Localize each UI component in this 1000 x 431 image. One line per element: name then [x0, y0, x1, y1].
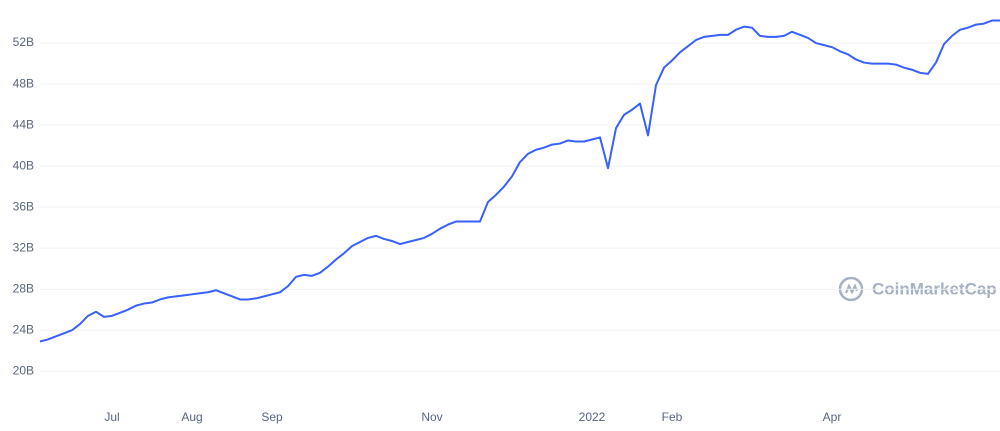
y-tick-label: 36B — [13, 199, 34, 213]
x-tick-label: Feb — [662, 410, 683, 424]
price-line — [39, 19, 1000, 343]
x-tick-label: Apr — [823, 410, 842, 424]
x-tick-label: Nov — [421, 410, 442, 424]
y-tick-label: 40B — [13, 158, 34, 172]
x-tick-label: Aug — [181, 410, 202, 424]
y-tick-label: 28B — [13, 281, 34, 295]
y-tick-label: 44B — [13, 117, 34, 131]
y-tick-label: 48B — [13, 76, 34, 90]
x-tick-label: 2022 — [579, 410, 606, 424]
y-tick-label: 52B — [13, 35, 34, 49]
y-tick-label: 24B — [13, 322, 34, 336]
y-tick-label: 32B — [13, 240, 34, 254]
x-tick-label: Sep — [261, 410, 283, 424]
y-tick-label: 20B — [13, 363, 34, 377]
x-tick-label: Jul — [104, 410, 119, 424]
